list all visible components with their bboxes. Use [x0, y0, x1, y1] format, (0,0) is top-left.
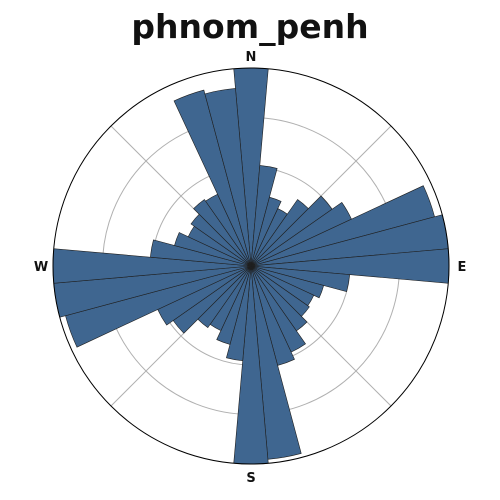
direction-label-s: S — [246, 471, 255, 486]
direction-label-n: N — [246, 50, 257, 65]
direction-label-w: W — [34, 260, 48, 275]
direction-label-e: E — [458, 260, 467, 275]
